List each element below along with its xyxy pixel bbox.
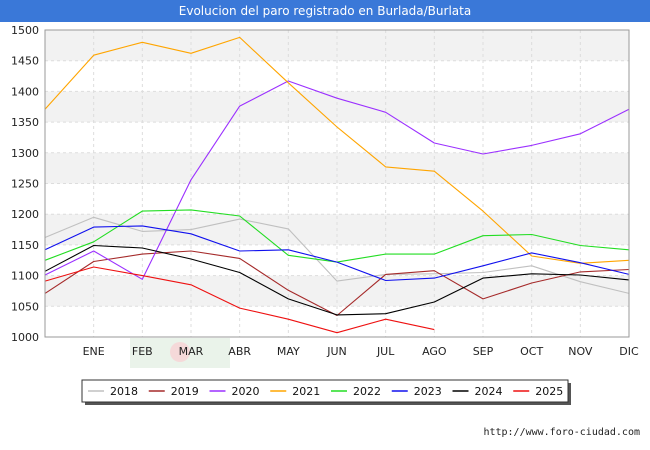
watermark-flag [130, 338, 230, 368]
plot-border [44, 29, 630, 338]
x-axis-ticks: ENE FEB MAR ABR MAY JUN JUL AGO SEP OCT NOV DIC [83, 345, 639, 358]
y-tick-label: 1150 [11, 239, 39, 252]
legend-label-2025: 2025 [535, 385, 563, 398]
watermark-flag-stripe [130, 338, 230, 368]
y-tick-label: 1450 [11, 55, 39, 68]
x-tick-label: OCT [520, 345, 543, 358]
y-tick-label: 1400 [11, 85, 39, 98]
y-tick-label: 1250 [11, 178, 39, 191]
legend-box [81, 379, 569, 403]
x-tick-label: AGO [422, 345, 447, 358]
series-line-2019 [44, 250, 630, 317]
x-tick-label: ENE [83, 345, 105, 358]
x-tick-label: MAY [277, 345, 300, 358]
legend-label-2019: 2019 [171, 385, 199, 398]
x-tick-label: ABR [228, 345, 251, 358]
x-tick-label: NOV [568, 345, 593, 358]
series-line-2023 [44, 225, 630, 282]
series-lines [44, 36, 630, 334]
y-tick-label: 1050 [11, 300, 39, 313]
legend-label-2020: 2020 [232, 385, 260, 398]
series-line-2020 [44, 80, 630, 280]
x-tick-label: SEP [473, 345, 494, 358]
legend-label-2018: 2018 [110, 385, 138, 398]
legend-label-2021: 2021 [292, 385, 320, 398]
x-tick-label: JUN [326, 345, 347, 358]
y-axis-ticks: 1000 1050 1100 1150 1200 1250 1300 1350 1400 1450… [11, 24, 39, 344]
series-line-2021 [44, 36, 630, 264]
watermark-flag-emblem [170, 342, 190, 362]
legend: 2018 2019 2020 2021 2022 2023 2024 2025 [81, 379, 571, 405]
plot-frame [44, 29, 630, 338]
source-url[interactable]: http://www.foro-ciudad.com [483, 427, 640, 438]
y-tick-label: 1000 [11, 331, 39, 344]
series-line-2025 [44, 266, 435, 334]
y-tick-label: 1100 [11, 270, 39, 283]
y-tick-label: 1200 [11, 208, 39, 221]
y-tick-label: 1350 [11, 116, 39, 129]
series-line-2018 [44, 216, 630, 294]
legend-label-2023: 2023 [414, 385, 442, 398]
x-tick-label: JUL [376, 345, 395, 358]
y-tick-label: 1300 [11, 147, 39, 160]
legend-label-2024: 2024 [475, 385, 503, 398]
x-tick-label: DIC [619, 345, 639, 358]
x-tick-label: FEB [132, 345, 153, 358]
y-tick-label: 1500 [11, 24, 39, 37]
legend-label-2022: 2022 [353, 385, 381, 398]
series-line-2024 [44, 244, 630, 316]
x-tick-label: MAR [179, 345, 204, 358]
chart-title: Evolucion del paro registrado en Burlada… [0, 0, 650, 22]
